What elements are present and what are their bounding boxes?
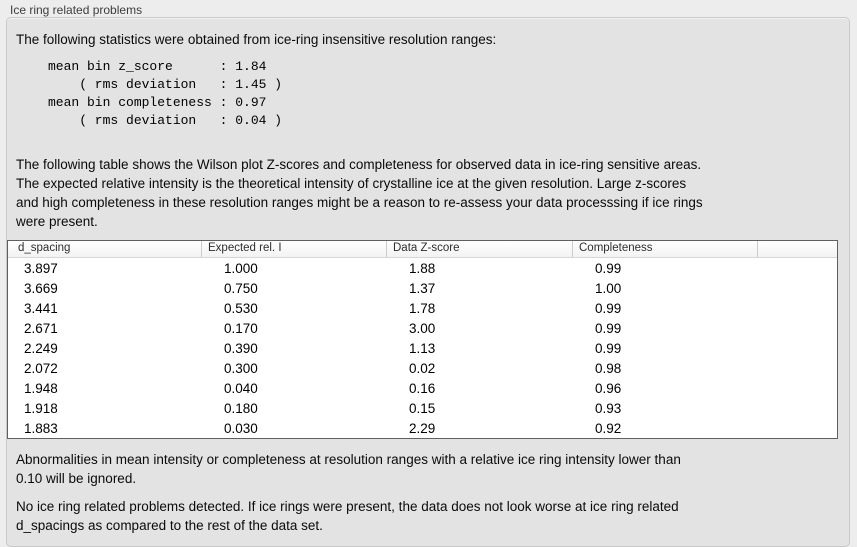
cell-completeness: 0.96 xyxy=(595,380,622,396)
table-row[interactable]: 3.897 1.000 1.88 0.99 xyxy=(8,258,837,278)
cell-data-z-score: 1.13 xyxy=(409,340,436,356)
cell-data-z-score: 1.88 xyxy=(409,260,436,276)
cell-d-spacing: 3.897 xyxy=(24,260,58,276)
cell-d-spacing: 3.669 xyxy=(24,280,58,296)
cell-d-spacing: 2.072 xyxy=(24,360,58,376)
cell-completeness: 0.99 xyxy=(595,320,622,336)
conclusion-text: No ice ring related problems detected. I… xyxy=(16,499,679,533)
column-header-d-spacing[interactable]: d_spacing xyxy=(8,241,202,257)
cell-data-z-score: 1.37 xyxy=(409,280,436,296)
cell-expected-rel-i: 0.180 xyxy=(224,400,258,416)
column-header-data-z-score[interactable]: Data Z-score xyxy=(387,241,573,257)
cell-expected-rel-i: 0.170 xyxy=(224,320,258,336)
ice-ring-groupbox: The following statistics were obtained f… xyxy=(6,17,850,547)
table-header-row: d_spacing Expected rel. I Data Z-score C… xyxy=(8,241,837,258)
cell-expected-rel-i: 0.030 xyxy=(224,420,258,436)
cell-completeness: 0.99 xyxy=(595,260,622,276)
cell-expected-rel-i: 1.000 xyxy=(224,260,258,276)
table-row[interactable]: 1.883 0.030 2.29 0.92 xyxy=(8,418,837,438)
cell-d-spacing: 1.918 xyxy=(24,400,58,416)
ice-ring-table: d_spacing Expected rel. I Data Z-score C… xyxy=(7,240,838,439)
column-header-completeness[interactable]: Completeness xyxy=(573,241,758,257)
table-description: The following table shows the Wilson plo… xyxy=(16,157,703,229)
table-row[interactable]: 1.918 0.180 0.15 0.93 xyxy=(8,398,837,418)
cell-d-spacing: 2.671 xyxy=(24,320,58,336)
cell-data-z-score: 3.00 xyxy=(409,320,436,336)
cell-expected-rel-i: 0.750 xyxy=(224,280,258,296)
cell-expected-rel-i: 0.530 xyxy=(224,300,258,316)
cell-completeness: 0.99 xyxy=(595,340,622,356)
table-body: 3.897 1.000 1.88 0.99 3.669 0.750 1.37 1… xyxy=(8,258,837,438)
cell-d-spacing: 2.249 xyxy=(24,340,58,356)
cell-completeness: 0.99 xyxy=(595,300,622,316)
cell-d-spacing: 3.441 xyxy=(24,300,58,316)
cell-completeness: 0.98 xyxy=(595,360,622,376)
cell-expected-rel-i: 0.390 xyxy=(224,340,258,356)
cell-completeness: 1.00 xyxy=(595,280,622,296)
table-row[interactable]: 3.441 0.530 1.78 0.99 xyxy=(8,298,837,318)
cell-expected-rel-i: 0.300 xyxy=(224,360,258,376)
cell-data-z-score: 1.78 xyxy=(409,300,436,316)
table-row[interactable]: 1.948 0.040 0.16 0.96 xyxy=(8,378,837,398)
cell-d-spacing: 1.883 xyxy=(24,420,58,436)
cell-data-z-score: 2.29 xyxy=(409,420,436,436)
cell-d-spacing: 1.948 xyxy=(24,380,58,396)
groupbox-label: Ice ring related problems xyxy=(10,3,143,17)
cell-data-z-score: 0.02 xyxy=(409,360,436,376)
column-header-empty xyxy=(758,241,837,257)
stats-block: mean bin z_score : 1.84 ( rms deviation … xyxy=(48,59,283,128)
cell-data-z-score: 0.16 xyxy=(409,380,436,396)
intro-text: The following statistics were obtained f… xyxy=(16,32,497,47)
cell-completeness: 0.92 xyxy=(595,420,622,436)
cell-completeness: 0.93 xyxy=(595,400,622,416)
column-header-expected-rel-i[interactable]: Expected rel. I xyxy=(202,241,387,257)
table-row[interactable]: 2.249 0.390 1.13 0.99 xyxy=(8,338,837,358)
cell-data-z-score: 0.15 xyxy=(409,400,436,416)
table-row[interactable]: 2.671 0.170 3.00 0.99 xyxy=(8,318,837,338)
table-row[interactable]: 3.669 0.750 1.37 1.00 xyxy=(8,278,837,298)
cell-expected-rel-i: 0.040 xyxy=(224,380,258,396)
table-row[interactable]: 2.072 0.300 0.02 0.98 xyxy=(8,358,837,378)
ignore-note: Abnormalities in mean intensity or compl… xyxy=(16,452,681,486)
